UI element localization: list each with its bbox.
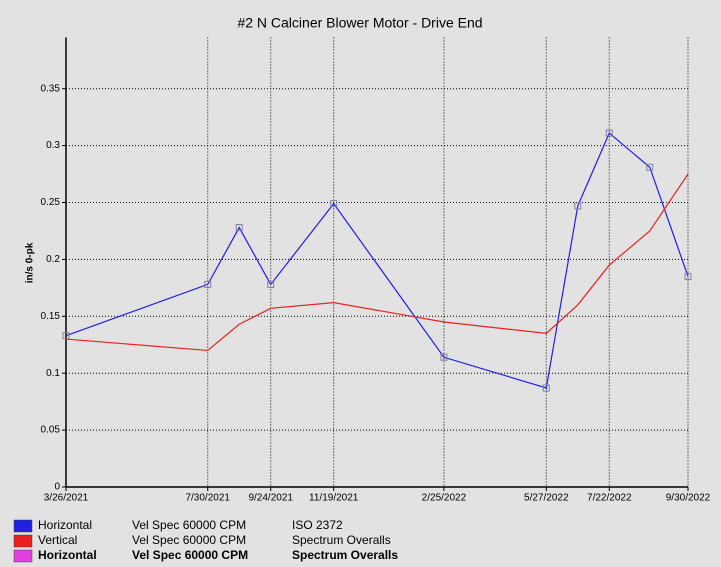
- data-point: [235, 224, 243, 232]
- legend-name: Horizontal: [38, 548, 97, 562]
- x-tick-label: 3/26/2021: [44, 493, 89, 504]
- x-tick-label: 2/25/2022: [422, 493, 467, 504]
- legend-swatch: [13, 519, 33, 533]
- data-point: [605, 129, 613, 137]
- legend-source: Spectrum Overalls: [292, 548, 398, 562]
- series-line: [65, 173, 689, 352]
- legend-swatch: [13, 534, 33, 548]
- data-point: [204, 280, 212, 288]
- legend-source: ISO 2372: [292, 518, 343, 532]
- x-tick-label: 9/30/2022: [666, 493, 711, 504]
- data-point: [440, 353, 448, 361]
- legend-name: Vertical: [38, 533, 77, 547]
- legend-point: Vel Spec 60000 CPM: [132, 548, 248, 562]
- x-tick-label: 9/24/2021: [248, 493, 293, 504]
- y-tick-label: 0.3: [46, 140, 60, 151]
- chart-title: #2 N Calciner Blower Motor - Drive End: [237, 15, 482, 31]
- legend-point: Vel Spec 60000 CPM: [132, 533, 246, 547]
- data-point: [646, 163, 654, 171]
- y-tick-label: 0.1: [46, 368, 60, 379]
- y-tick-label: 0.35: [41, 83, 61, 94]
- y-tick-label: 0: [54, 482, 60, 493]
- x-tick-label: 5/27/2022: [524, 493, 569, 504]
- y-tick-label: 0.05: [41, 425, 61, 436]
- data-point: [330, 200, 338, 208]
- data-point: [684, 272, 692, 280]
- y-tick-label: 0.2: [46, 254, 60, 265]
- series-line: [65, 132, 689, 389]
- y-tick-label: 0.25: [41, 197, 61, 208]
- legend-name: Horizontal: [38, 518, 92, 532]
- y-tick-label: 0.15: [41, 311, 61, 322]
- x-tick-label: 7/30/2021: [185, 493, 230, 504]
- x-tick-label: 7/22/2022: [587, 493, 632, 504]
- x-tick-label: 11/19/2021: [309, 493, 359, 504]
- data-point: [267, 280, 275, 288]
- data-point: [574, 202, 582, 210]
- data-point: [542, 384, 550, 392]
- legend-source: Spectrum Overalls: [292, 533, 391, 547]
- legend-swatch: [13, 549, 33, 563]
- data-point: [62, 332, 70, 340]
- legend-point: Vel Spec 60000 CPM: [132, 518, 246, 532]
- y-axis-label: in/s 0-pk: [25, 242, 36, 283]
